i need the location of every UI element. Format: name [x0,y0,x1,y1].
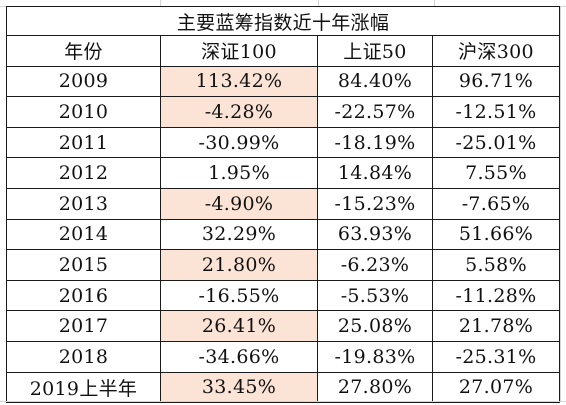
year-cell[interactable]: 2017 [6,310,161,342]
csi300-cell[interactable]: -25.01% [432,126,560,159]
szse100-cell[interactable]: -34.66% [160,340,318,373]
year-cell[interactable]: 2009 [6,65,161,98]
szse100-cell[interactable]: -30.99% [160,126,318,159]
year-cell[interactable]: 2010 [6,96,161,128]
year-cell[interactable]: 2011 [6,126,161,159]
szse100-cell[interactable]: 33.45% [160,371,318,404]
table-row: 2011 -30.99% -18.19% -25.01% [6,126,560,159]
csi300-cell[interactable]: -25.31% [432,340,560,373]
sse50-cell[interactable]: 84.40% [317,65,433,98]
csi300-cell[interactable]: -7.65% [432,187,560,220]
year-cell[interactable]: 2015 [6,249,161,281]
sse50-cell[interactable]: -18.19% [317,126,433,159]
table-row: 2018 -34.66% -19.83% -25.31% [6,340,560,373]
sheet-right-gridline [560,6,566,402]
year-cell[interactable]: 2016 [6,279,161,312]
header-cell-csi300[interactable]: 沪深300 [432,35,560,67]
table-title[interactable]: 主要蓝筹指数近十年涨幅 [6,6,560,36]
year-cell[interactable]: 2012 [6,157,161,189]
csi300-cell[interactable]: 5.58% [432,249,560,281]
sse50-cell[interactable]: -19.83% [317,340,433,373]
sse50-cell[interactable]: -22.57% [317,96,433,128]
header-cell-year[interactable]: 年份 [6,35,161,67]
szse100-cell[interactable]: 26.41% [160,310,318,342]
table-row: 2015 21.80% -6.23% 5.58% [6,249,560,281]
szse100-cell[interactable]: 32.29% [160,218,318,251]
table-row: 2017 26.41% 25.08% 21.78% [6,310,560,342]
szse100-cell[interactable]: -16.55% [160,279,318,312]
table-body: 2009 113.42% 84.40% 96.71% 2010 -4.28% -22.57%… [6,65,560,404]
csi300-cell[interactable]: 27.07% [432,371,560,404]
table-row: 2014 32.29% 63.93% 51.66% [6,218,560,251]
title-row: 主要蓝筹指数近十年涨幅 [6,6,560,36]
sse50-cell[interactable]: 25.08% [317,310,433,342]
szse100-cell[interactable]: -4.90% [160,187,318,220]
header-cell-szse100[interactable]: 深证100 [160,35,318,67]
year-cell[interactable]: 2013 [6,187,161,220]
year-cell[interactable]: 2019上半年 [6,371,161,404]
table-row: 2009 113.42% 84.40% 96.71% [6,65,560,98]
year-cell[interactable]: 2014 [6,218,161,251]
sheet-column-divider [318,0,319,6]
szse100-cell[interactable]: 1.95% [160,157,318,189]
header-row: 年份 深证100 上证50 沪深300 [6,35,560,67]
sse50-cell[interactable]: -5.53% [317,279,433,312]
szse100-cell[interactable]: -4.28% [160,96,318,128]
sheet-column-divider [160,0,161,6]
csi300-cell[interactable]: 21.78% [432,310,560,342]
sse50-cell[interactable]: 14.84% [317,157,433,189]
table-row: 2012 1.95% 14.84% 7.55% [6,157,560,189]
sse50-cell[interactable]: -15.23% [317,187,433,220]
sheet-bottom-gridline [0,401,566,405]
csi300-cell[interactable]: 7.55% [432,157,560,189]
header-cell-sse50[interactable]: 上证50 [317,35,433,67]
szse100-cell[interactable]: 113.42% [160,65,318,98]
csi300-cell[interactable]: 51.66% [432,218,560,251]
table-row: 2010 -4.28% -22.57% -12.51% [6,96,560,128]
sheet-column-divider [434,0,435,6]
table-row: 2016 -16.55% -5.53% -11.28% [6,279,560,312]
csi300-cell[interactable]: -12.51% [432,96,560,128]
table-row: 2013 -4.90% -15.23% -7.65% [6,187,560,220]
year-cell[interactable]: 2018 [6,340,161,373]
csi300-cell[interactable]: -11.28% [432,279,560,312]
index-returns-table: 主要蓝筹指数近十年涨幅 年份 深证100 上证50 沪深300 2009 113.… [6,6,560,404]
sse50-cell[interactable]: 27.80% [317,371,433,404]
sse50-cell[interactable]: -6.23% [317,249,433,281]
csi300-cell[interactable]: 96.71% [432,65,560,98]
szse100-cell[interactable]: 21.80% [160,249,318,281]
sse50-cell[interactable]: 63.93% [317,218,433,251]
table-row: 2019上半年 33.45% 27.80% 27.07% [6,371,560,404]
